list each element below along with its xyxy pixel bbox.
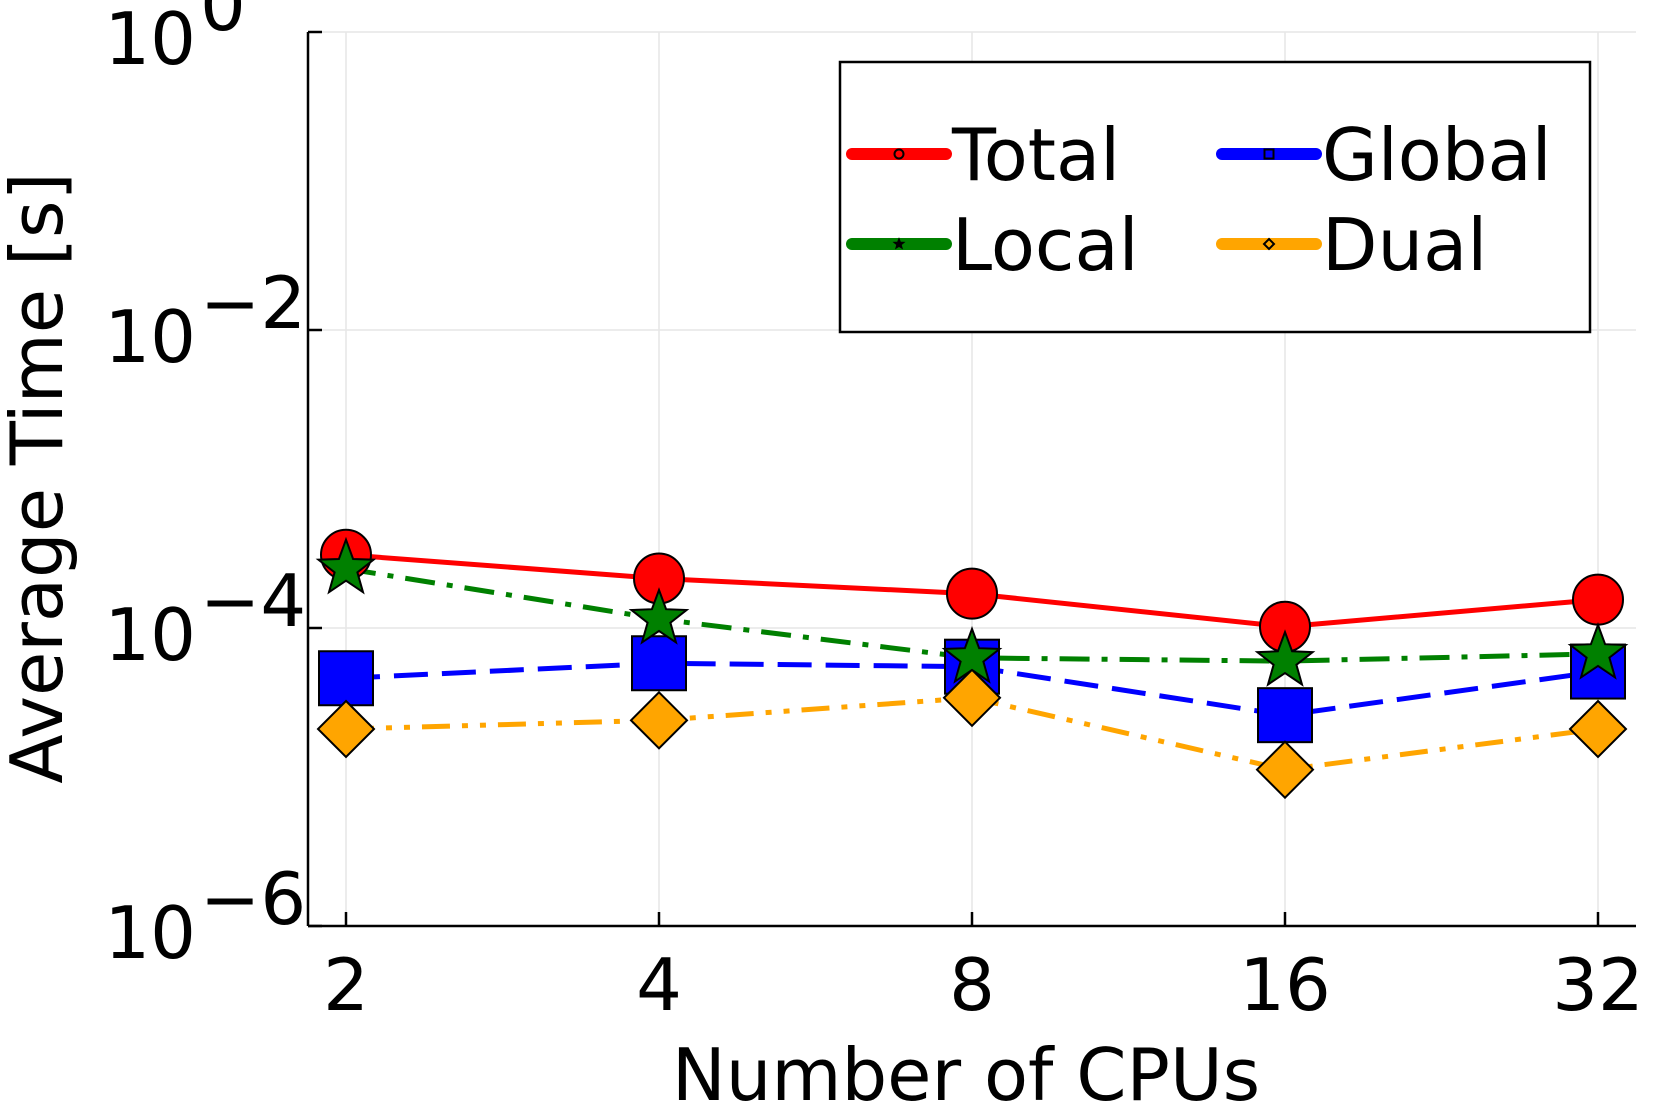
y-axis-title: Average Time [s]	[0, 172, 79, 783]
y-tick-exponent-−6: −6	[200, 857, 306, 941]
series-layer	[315, 528, 1629, 800]
data-point-total-32	[1572, 573, 1624, 626]
legend-marker-total	[893, 148, 905, 160]
x-tick-label-4: 4	[636, 943, 682, 1027]
data-point-global-4	[631, 635, 687, 692]
data-point-dual-8	[942, 668, 1002, 728]
legend-box	[838, 60, 1592, 334]
legend-marker-dual	[1262, 237, 1276, 251]
data-point-local-4	[628, 587, 690, 645]
data-point-dual-4	[629, 690, 689, 750]
legend-label-local: Local	[952, 203, 1139, 287]
x-tick-label-32: 32	[1552, 943, 1644, 1027]
y-tick-label-−6: 10	[104, 891, 196, 975]
data-point-global-16	[1257, 687, 1313, 744]
legend-marker-global	[1263, 148, 1275, 160]
series-line-local	[345, 566, 1599, 664]
legend-marker-local	[892, 237, 906, 250]
x-tick-label-8: 8	[949, 943, 995, 1027]
x-axis-title: Number of CPUs	[672, 1033, 1260, 1107]
data-point-local-2	[315, 536, 377, 595]
data-point-global-2	[318, 650, 374, 707]
legend: Total Global Local Dual	[838, 60, 1592, 334]
legend-label-global: Global	[1322, 113, 1552, 197]
y-tick-exponent-0: 0	[200, 0, 246, 47]
x-tick-label-2: 2	[323, 943, 369, 1027]
x-tick-label-16: 16	[1239, 943, 1331, 1027]
data-point-dual-16	[1255, 740, 1315, 800]
data-point-local-8	[941, 626, 1003, 684]
y-tick-exponent-−2: −2	[200, 261, 306, 345]
y-tick-exponent-−4: −4	[200, 559, 306, 643]
y-tick-label-−4: 10	[104, 593, 196, 677]
data-point-local-32	[1567, 622, 1629, 680]
data-point-total-8	[946, 567, 998, 620]
data-point-dual-2	[316, 699, 376, 759]
y-tick-label-0: 10	[104, 0, 196, 81]
y-tick-label-−2: 10	[104, 295, 196, 379]
data-point-local-16	[1254, 629, 1316, 687]
legend-label-dual: Dual	[1322, 203, 1487, 287]
data-point-dual-32	[1568, 699, 1628, 759]
legend-label-total: Total	[951, 113, 1120, 197]
